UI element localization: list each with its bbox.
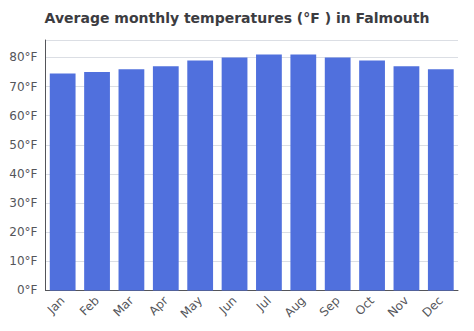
svg-text:Nov: Nov: [385, 294, 411, 320]
svg-text:10°F: 10°F: [9, 254, 37, 268]
svg-text:Aug: Aug: [282, 294, 308, 320]
svg-text:Dec: Dec: [419, 294, 445, 320]
svg-text:50°F: 50°F: [9, 138, 37, 152]
svg-text:Average monthly temperatures (: Average monthly temperatures (°F ) in Fa…: [45, 10, 430, 26]
svg-text:Oct: Oct: [352, 293, 377, 318]
svg-text:30°F: 30°F: [9, 196, 37, 210]
svg-text:Jan: Jan: [44, 294, 68, 318]
svg-text:Mar: Mar: [110, 293, 136, 319]
svg-text:Jul: Jul: [253, 294, 274, 315]
svg-text:Jun: Jun: [216, 294, 240, 318]
svg-text:70°F: 70°F: [9, 80, 37, 94]
svg-text:May: May: [178, 294, 205, 321]
svg-text:20°F: 20°F: [9, 225, 37, 239]
svg-text:80°F: 80°F: [9, 50, 37, 64]
svg-text:Feb: Feb: [77, 294, 102, 319]
svg-text:Apr: Apr: [146, 293, 171, 318]
svg-text:60°F: 60°F: [9, 109, 37, 123]
svg-text:40°F: 40°F: [9, 167, 37, 181]
svg-text:0°F: 0°F: [17, 283, 38, 297]
svg-text:Sep: Sep: [317, 294, 343, 320]
